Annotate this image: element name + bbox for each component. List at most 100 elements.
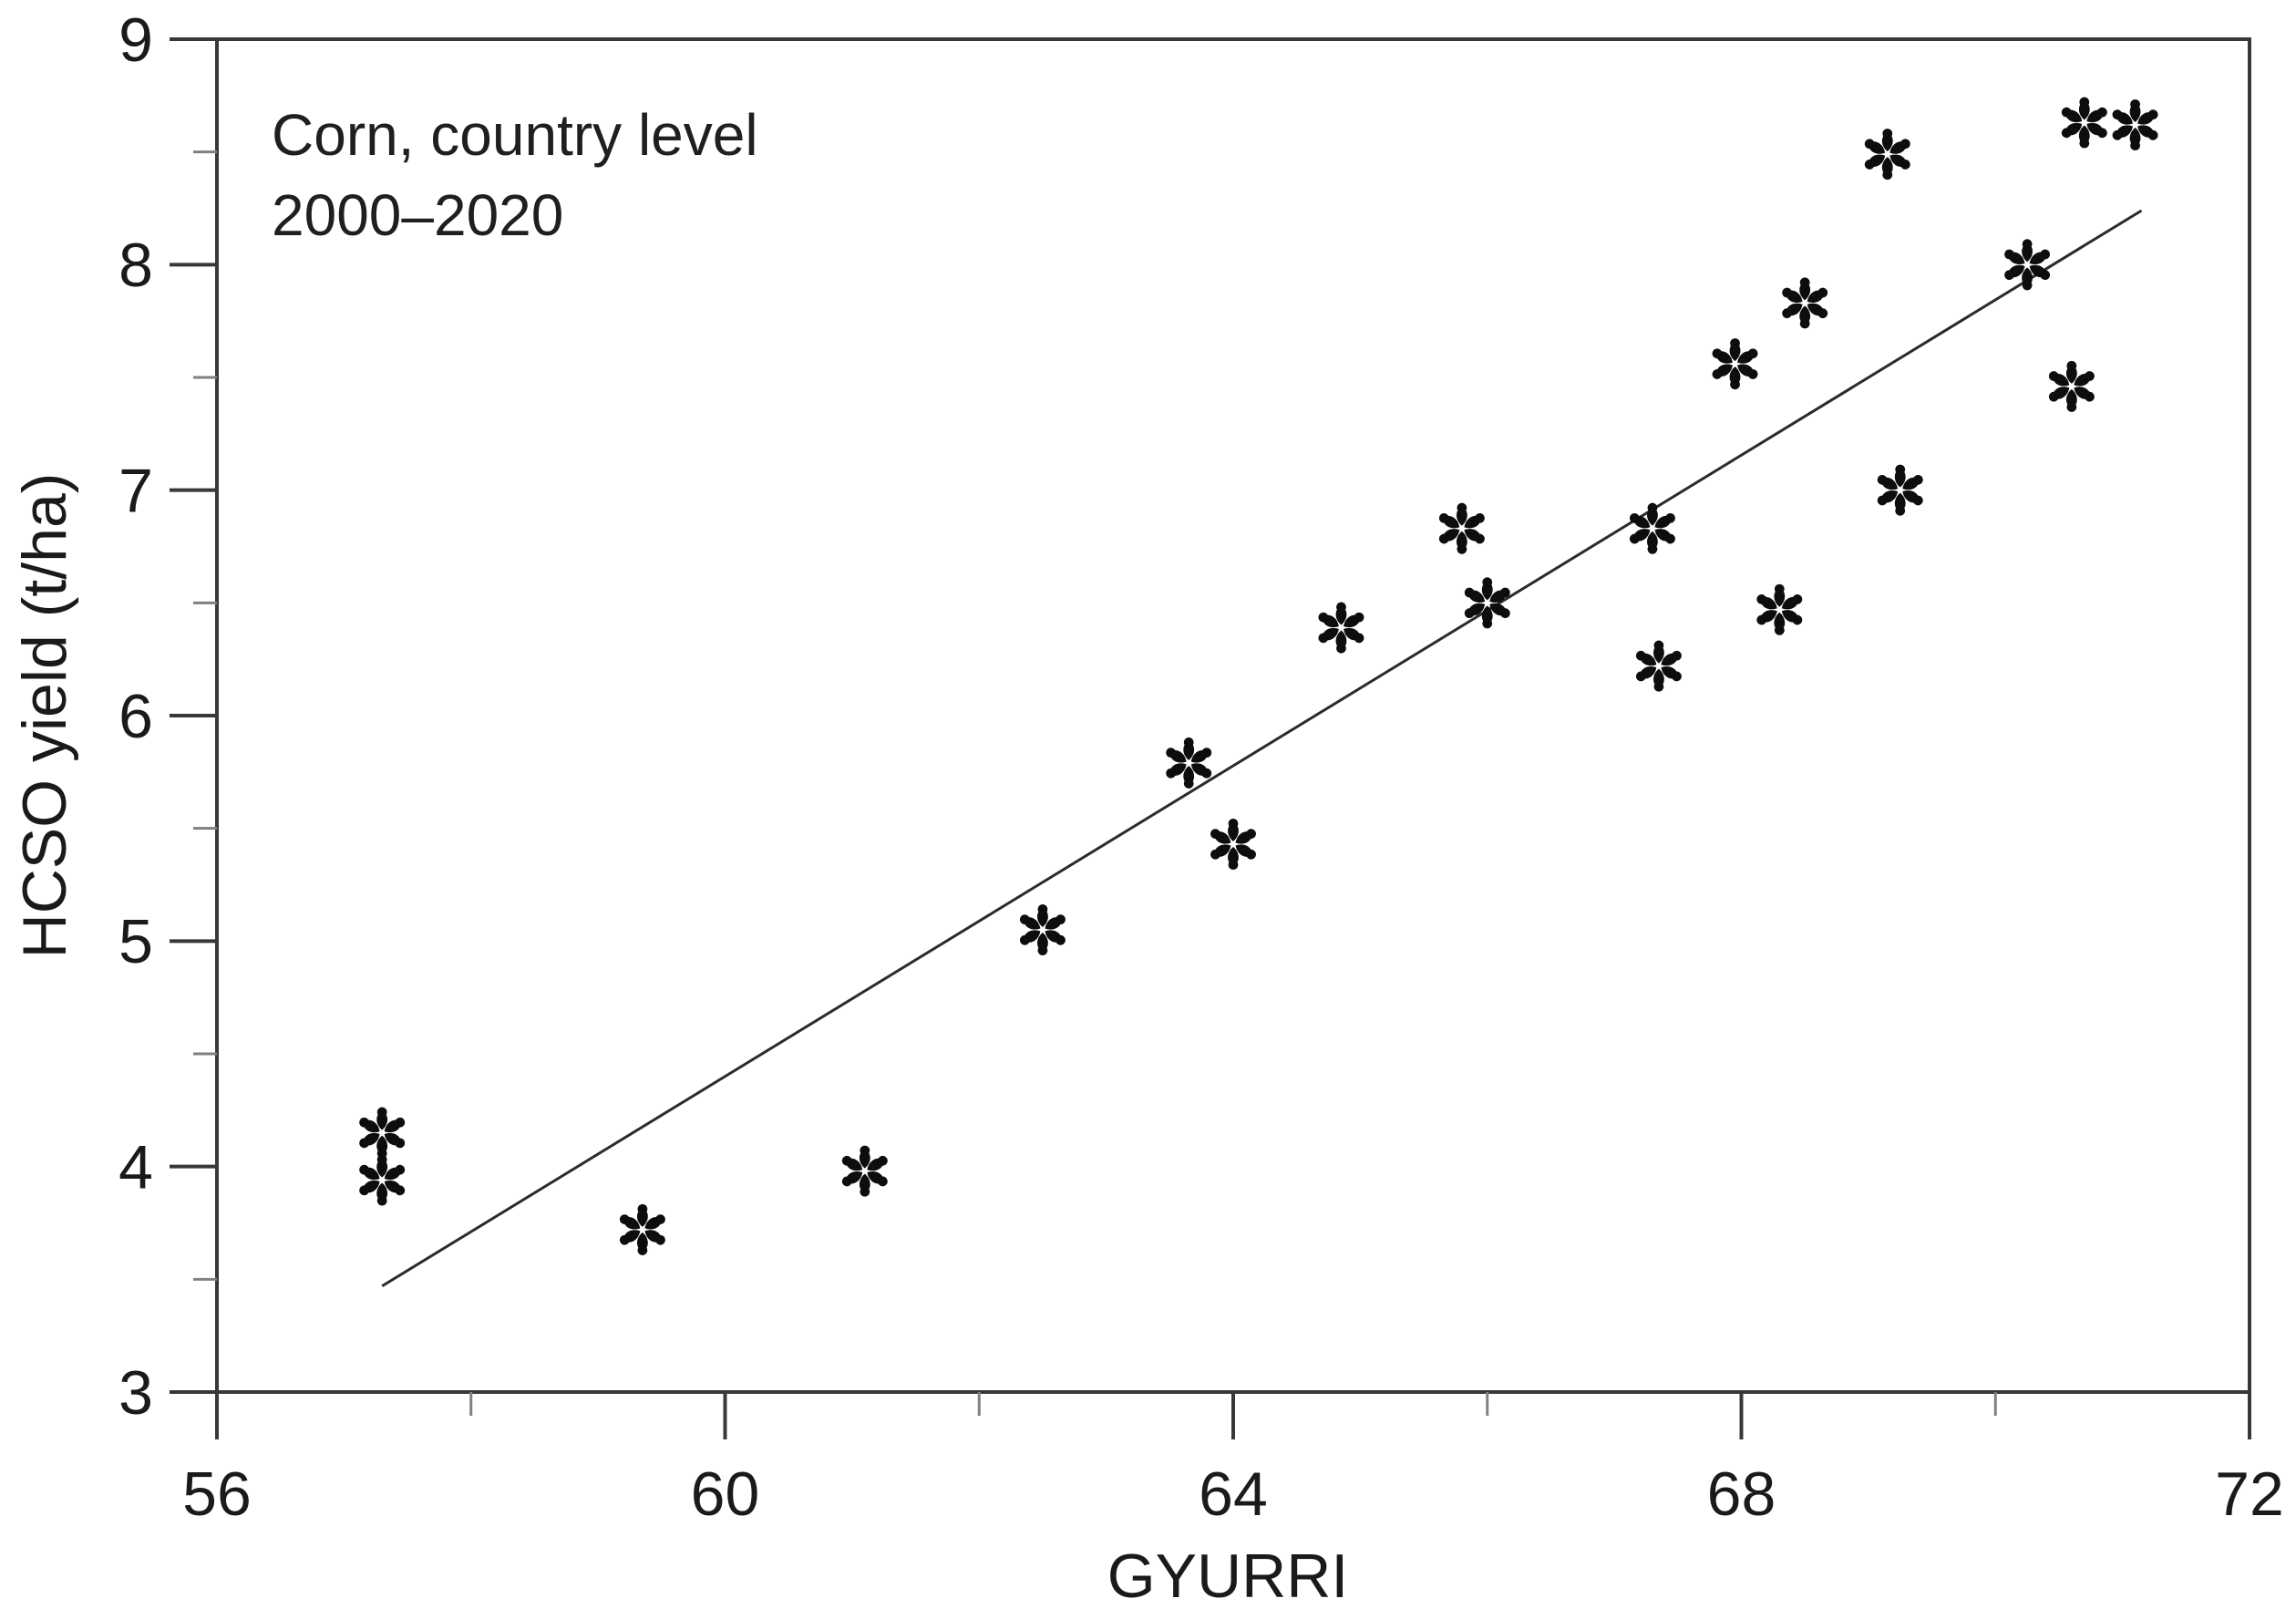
marker-petal [1729, 366, 1741, 390]
marker-petal [1210, 844, 1231, 860]
marker-petal [1635, 650, 1657, 666]
marker-petal [376, 1107, 388, 1130]
data-point-marker [1020, 903, 1066, 955]
data-point-marker [1630, 502, 1675, 554]
marker-petal [2074, 371, 2095, 387]
marker-petal [1456, 531, 1467, 554]
marker-petal [1647, 531, 1658, 554]
plot-annotation-line1: Corn, country level [272, 102, 758, 168]
x-axis-title: GYURRI [1107, 1542, 1348, 1609]
marker-petal [859, 1145, 870, 1169]
marker-petal [1045, 930, 1066, 945]
marker-petal [1782, 303, 1803, 319]
marker-petal [1654, 512, 1675, 529]
marker-petal [2061, 107, 2083, 123]
data-point-marker [2112, 98, 2158, 151]
marker-petal [1464, 529, 1485, 544]
marker-petal [2086, 107, 2107, 123]
data-point-marker [359, 1107, 406, 1159]
marker-petal [359, 1164, 380, 1181]
data-point-marker [1756, 583, 1803, 635]
marker-petal [2074, 387, 2095, 402]
marker-petal [2065, 388, 2077, 412]
marker-petal [1807, 303, 1828, 319]
marker-petal [359, 1180, 380, 1196]
marker-petal [1183, 737, 1195, 760]
data-point-marker [1210, 818, 1256, 871]
marker-petal [1877, 490, 1899, 506]
x-tick-label: 68 [1707, 1459, 1776, 1529]
marker-petal [376, 1135, 388, 1159]
data-point-marker [1712, 338, 1758, 390]
marker-petal [1228, 846, 1239, 871]
marker-petal [1774, 612, 1786, 635]
marker-petal [2029, 249, 2051, 264]
marker-petal [1045, 914, 1066, 930]
marker-petal [1647, 502, 1658, 526]
marker-petal [644, 1230, 665, 1245]
y-tick-label: 4 [118, 1132, 153, 1202]
marker-petal [1481, 577, 1493, 601]
marker-petal [867, 1155, 888, 1171]
plot-annotation-line2: 2000–2020 [272, 182, 563, 248]
marker-petal [1799, 305, 1811, 329]
data-point-marker [619, 1203, 665, 1255]
data-points [359, 97, 2158, 1255]
marker-petal [1489, 587, 1510, 603]
marker-petal [2078, 125, 2090, 149]
marker-petal [1190, 748, 1212, 763]
marker-petal [2048, 387, 2070, 402]
x-tick-label: 60 [691, 1459, 760, 1529]
marker-petal [376, 1182, 388, 1206]
marker-petal [1335, 602, 1347, 625]
y-axis-title: HCSO yield (t/ha) [10, 473, 79, 959]
data-point-marker [2061, 97, 2107, 149]
marker-petal [1737, 364, 1758, 379]
marker-petal [384, 1132, 406, 1149]
marker-petal [1235, 844, 1256, 860]
marker-petal [1864, 139, 1886, 154]
marker-petal [1756, 594, 1777, 610]
marker-petal [384, 1180, 406, 1196]
regression-line [381, 209, 2143, 1288]
marker-petal [1889, 139, 1910, 154]
marker-petal [1228, 818, 1239, 841]
marker-petal [1630, 512, 1651, 529]
data-point-marker [1877, 464, 1923, 516]
marker-petal [2029, 264, 2051, 281]
marker-petal [636, 1203, 648, 1227]
x-tick-label: 64 [1199, 1459, 1268, 1529]
marker-petal [1438, 529, 1460, 544]
marker-petal [2086, 122, 2107, 139]
data-point-marker [1318, 602, 1364, 654]
marker-petal [644, 1214, 665, 1230]
marker-petal [359, 1117, 380, 1133]
y-tick-label: 7 [118, 456, 153, 525]
marker-petal [841, 1155, 863, 1171]
marker-petal [2048, 371, 2070, 387]
marker-petal [1464, 587, 1486, 603]
y-tick-label: 3 [118, 1358, 153, 1428]
marker-petal [1190, 763, 1212, 779]
marker-petal [2004, 264, 2025, 281]
marker-petal [1344, 627, 1364, 644]
axis-ticks [170, 37, 2251, 1439]
marker-petal [1166, 763, 1187, 779]
data-point-marker [1864, 129, 1910, 180]
y-tick-label: 8 [118, 231, 153, 300]
marker-petal [2078, 97, 2090, 120]
marker-petal [1902, 490, 1923, 506]
y-tick-label: 5 [118, 907, 153, 976]
data-point-marker [1438, 502, 1485, 554]
marker-petal [359, 1132, 380, 1149]
data-point-marker [1635, 640, 1682, 692]
marker-petal [1654, 529, 1675, 544]
marker-petal [376, 1154, 388, 1178]
marker-petal [1489, 603, 1510, 619]
x-tick-label: 72 [2215, 1459, 2284, 1529]
marker-petal [1464, 603, 1486, 619]
marker-petal [1877, 474, 1899, 490]
marker-petal [1782, 287, 1803, 303]
